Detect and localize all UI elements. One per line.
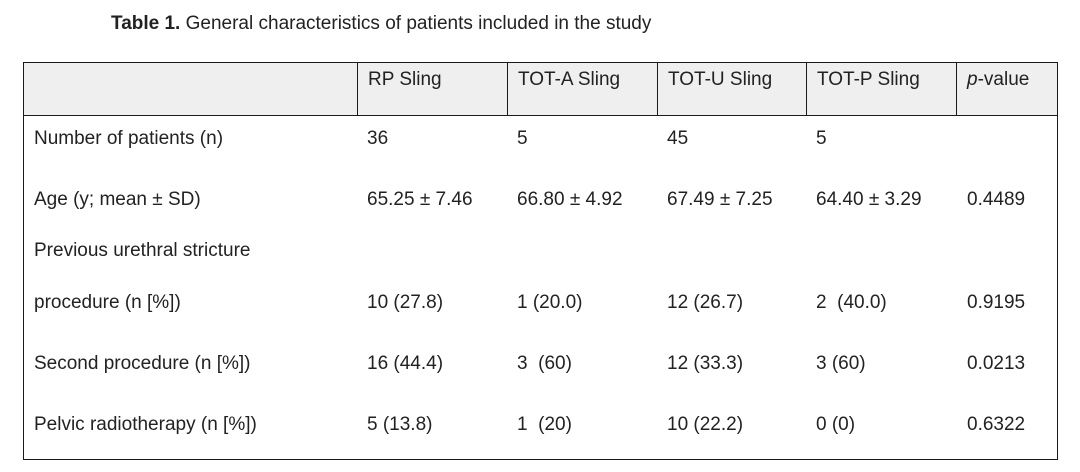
cell-totu-second: 12 (33.3) — [667, 353, 744, 374]
p-value-suffix: -value — [977, 69, 1030, 90]
table-caption: Table 1. General characteristics of pati… — [111, 12, 651, 36]
cell-p-previous: 0.9195 — [967, 292, 1026, 313]
cell-tota-previous: 1 (20.0) — [517, 292, 583, 313]
row-label-procedure: procedure (n [%]) — [34, 292, 181, 313]
cell-p-second: 0.0213 — [967, 353, 1026, 374]
header-cell-p-value: p-value — [956, 63, 1057, 115]
row-label-number-of-patients: Number of patients (n) — [34, 128, 224, 149]
header-cell-tot-p-sling: TOT-P Sling — [806, 63, 956, 115]
header-cell-tot-a-sling: TOT-A Sling — [507, 63, 657, 115]
cell-totp-number: 5 — [816, 128, 827, 149]
table-caption-text: General characteristics of patients incl… — [185, 13, 652, 34]
table-header-row: RP Sling TOT-A Sling TOT-U Sling TOT-P S… — [24, 63, 1057, 116]
row-label-previous-urethral-stricture: Previous urethral stricture — [34, 240, 251, 261]
cell-totp-age: 64.40 ± 3.29 — [816, 189, 922, 210]
header-cell-empty — [24, 63, 357, 115]
cell-rp-age: 65.25 ± 7.46 — [367, 189, 473, 210]
cell-tota-age: 66.80 ± 4.92 — [517, 189, 623, 210]
cell-rp-pelvic: 5 (13.8) — [367, 414, 433, 435]
header-cell-rp-sling: RP Sling — [357, 63, 507, 115]
row-label-age: Age (y; mean ± SD) — [34, 189, 201, 210]
cell-tota-number: 5 — [517, 128, 528, 149]
characteristics-table: RP Sling TOT-A Sling TOT-U Sling TOT-P S… — [23, 62, 1058, 460]
header-cell-tot-u-sling: TOT-U Sling — [657, 63, 806, 115]
cell-rp-second: 16 (44.4) — [367, 353, 444, 374]
row-label-second-procedure: Second procedure (n [%]) — [34, 353, 251, 374]
cell-totp-previous: 2 (40.0) — [816, 292, 887, 313]
cell-tota-second: 3 (60) — [517, 353, 572, 374]
cell-totu-age: 67.49 ± 7.25 — [667, 189, 773, 210]
cell-p-pelvic: 0.6322 — [967, 414, 1026, 435]
cell-p-age: 0.4489 — [967, 189, 1026, 210]
cell-rp-previous: 10 (27.8) — [367, 292, 444, 313]
cell-tota-pelvic: 1 (20) — [517, 414, 572, 435]
cell-totu-pelvic: 10 (22.2) — [667, 414, 744, 435]
row-label-pelvic-radiotherapy: Pelvic radiotherapy (n [%]) — [34, 414, 257, 435]
cell-totu-number: 45 — [667, 128, 689, 149]
cell-totu-previous: 12 (26.7) — [667, 292, 744, 313]
cell-rp-number: 36 — [367, 128, 389, 149]
cell-totp-pelvic: 0 (0) — [816, 414, 856, 435]
table-caption-label: Table 1. — [111, 13, 181, 34]
cell-totp-second: 3 (60) — [816, 353, 866, 374]
p-value-italic-p: p — [967, 69, 978, 90]
